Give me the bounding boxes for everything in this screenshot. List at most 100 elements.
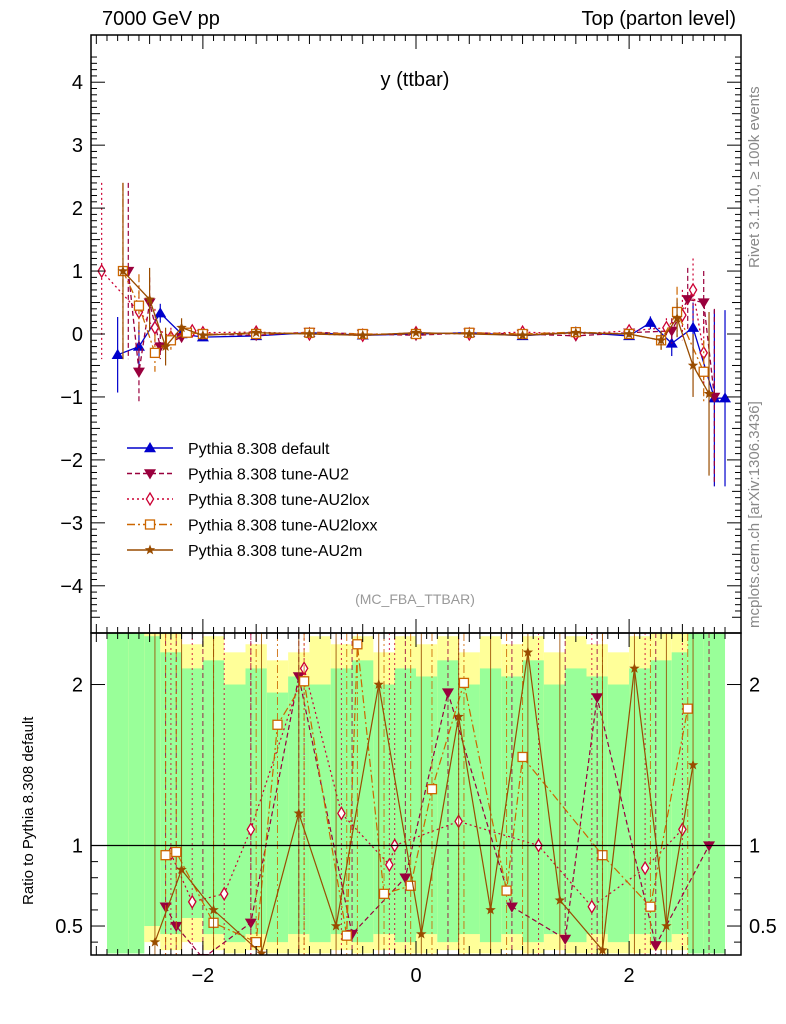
data-point xyxy=(117,265,129,276)
data-point xyxy=(149,347,161,359)
legend-marker xyxy=(144,519,156,530)
ratio-point xyxy=(441,688,454,699)
ratio-y-tick-label-right: 1 xyxy=(749,836,760,858)
uncertainty-band-inner xyxy=(128,633,145,954)
ratio-point xyxy=(682,703,693,714)
ratio-point xyxy=(426,784,438,795)
ratio-series xyxy=(160,633,693,955)
main-series xyxy=(117,182,709,404)
uncertainty-band-inner xyxy=(543,684,566,935)
data-point xyxy=(688,282,698,298)
ratio-point xyxy=(517,751,528,763)
ratio-point xyxy=(378,888,390,899)
legend-item: Pythia 8.308 default xyxy=(127,441,330,458)
ratio-series-line xyxy=(154,652,694,955)
data-point xyxy=(132,340,145,351)
data-point xyxy=(154,307,167,318)
data-point xyxy=(719,392,732,403)
legend-label: Pythia 8.308 tune-AU2 xyxy=(188,467,349,484)
data-point xyxy=(144,293,155,304)
y-tick-label: −4 xyxy=(60,576,83,598)
data-point xyxy=(655,334,667,345)
uncertainty-band-inner xyxy=(671,652,688,935)
legend-item: Pythia 8.308 tune-AU2 xyxy=(127,467,349,484)
data-point xyxy=(671,312,683,323)
ratio-series xyxy=(166,633,687,955)
legend-label: Pythia 8.308 tune-AU2loxx xyxy=(188,518,377,535)
ratio-point xyxy=(352,639,363,650)
ratio-series xyxy=(149,633,699,955)
data-point xyxy=(111,348,124,359)
data-point xyxy=(304,328,315,339)
data-point xyxy=(150,320,160,335)
ratio-point xyxy=(485,904,496,915)
uncertainty-band-inner xyxy=(416,676,438,935)
y-tick-label: −2 xyxy=(60,450,83,472)
ratio-point xyxy=(246,822,256,837)
header-right-label: Top (parton level) xyxy=(581,8,736,30)
uncertainty-band-inner xyxy=(458,684,480,935)
data-point xyxy=(160,341,171,351)
ratio-y-tick-label: 0.5 xyxy=(55,916,83,938)
data-point xyxy=(697,298,710,309)
ratio-point xyxy=(385,857,394,873)
ratio-point xyxy=(256,947,267,955)
uncertainty-band-inner xyxy=(687,633,704,954)
ratio-point xyxy=(501,885,512,896)
ratio-point xyxy=(554,894,566,905)
uncertainty-band-inner xyxy=(703,633,726,954)
legend-marker xyxy=(145,491,155,507)
ratio-point xyxy=(330,920,342,931)
ratio-point xyxy=(341,930,352,941)
uncertainty-band-inner xyxy=(565,668,587,943)
ratio-point xyxy=(559,934,572,945)
data-point xyxy=(703,388,715,399)
ratio-point xyxy=(629,662,640,673)
data-point xyxy=(250,327,262,338)
data-point xyxy=(687,321,700,332)
data-point xyxy=(517,329,528,340)
series-line xyxy=(101,270,705,354)
ratio-point xyxy=(587,899,597,914)
uncertainty-band-inner xyxy=(309,684,331,943)
ratio-point xyxy=(298,676,310,687)
ratio-point xyxy=(149,936,161,947)
data-point xyxy=(570,327,582,338)
ratio-point xyxy=(272,719,283,730)
legend-item: Pythia 8.308 tune-AU2loxx xyxy=(127,518,377,535)
data-point xyxy=(464,328,475,339)
ratio-point xyxy=(160,850,171,861)
y-tick-label: −3 xyxy=(60,513,83,535)
series-line xyxy=(122,270,705,373)
ratio-point xyxy=(591,693,604,704)
ratio-point xyxy=(337,806,346,821)
ratio-y-tick-label: 2 xyxy=(72,675,83,697)
legend-label: Pythia 8.308 default xyxy=(188,441,330,458)
ratio-point xyxy=(687,759,699,770)
header-left-label: 7000 GeV pp xyxy=(102,8,220,30)
ratio-point xyxy=(399,873,412,884)
uncertainty-band-inner xyxy=(224,684,246,943)
ratio-point xyxy=(373,679,384,689)
data-point xyxy=(687,360,699,370)
data-point xyxy=(176,322,187,333)
data-point xyxy=(181,327,193,338)
ratio-point xyxy=(416,928,427,939)
ratio-point xyxy=(640,860,650,876)
ratio-point xyxy=(453,711,464,722)
data-point xyxy=(410,327,422,338)
ratio-panel xyxy=(106,633,726,955)
plot-watermark: (MC_FBA_TTBAR) xyxy=(355,591,475,607)
ratio-y-tick-label-right: 2 xyxy=(749,675,760,697)
ratio-point xyxy=(645,901,656,912)
legend-item: Pythia 8.308 tune-AU2m xyxy=(127,543,362,560)
legend-label: Pythia 8.308 tune-AU2lox xyxy=(188,492,369,509)
data-point xyxy=(133,300,145,311)
legend-marker xyxy=(144,469,156,480)
y-tick-label: 2 xyxy=(72,198,83,220)
data-point xyxy=(644,316,657,327)
x-tick-label: −2 xyxy=(191,965,214,987)
data-point xyxy=(623,328,635,339)
ratio-y-tick-label: 1 xyxy=(72,836,83,858)
legend-marker xyxy=(144,544,156,555)
